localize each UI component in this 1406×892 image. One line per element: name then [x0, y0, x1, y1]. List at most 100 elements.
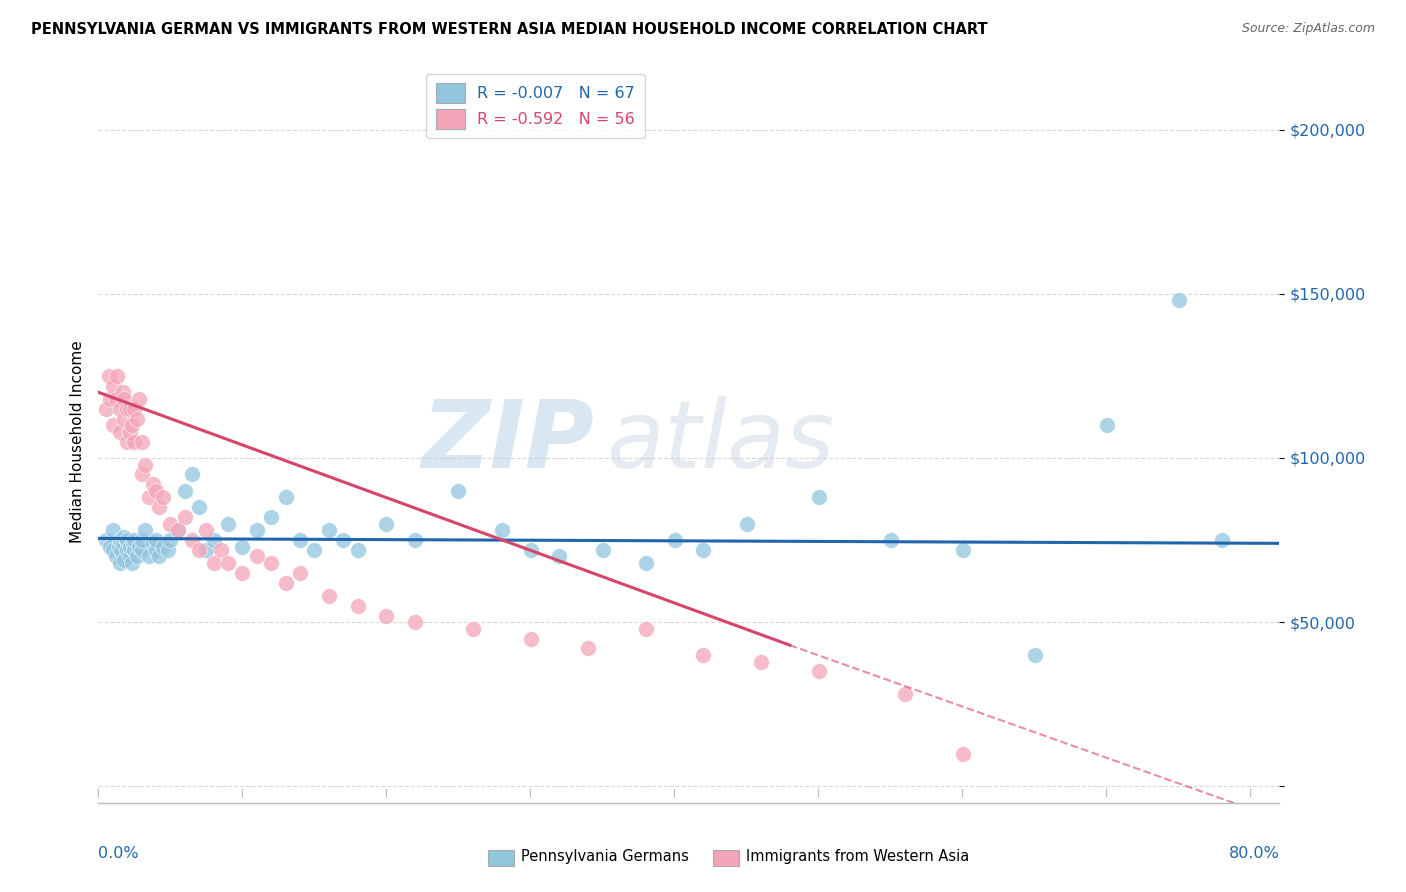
- Point: [202, 556, 225, 570]
- Point: [188, 500, 211, 515]
- Point: [108, 533, 131, 547]
- Point: [807, 491, 830, 505]
- Point: [145, 533, 167, 547]
- Point: [491, 523, 513, 537]
- Point: [318, 523, 340, 537]
- Point: [188, 542, 211, 557]
- Point: [159, 516, 181, 531]
- Point: [288, 566, 311, 580]
- Point: [111, 385, 134, 400]
- Point: [115, 401, 138, 416]
- Point: [159, 533, 181, 547]
- Point: [1211, 533, 1233, 547]
- Point: [692, 648, 714, 662]
- Y-axis label: Median Household Income: Median Household Income: [69, 340, 84, 543]
- Point: [98, 392, 121, 406]
- Point: [952, 747, 974, 761]
- Point: [148, 500, 170, 515]
- Point: [152, 540, 174, 554]
- Point: [131, 434, 153, 449]
- Point: [692, 542, 714, 557]
- Point: [127, 549, 149, 564]
- Point: [332, 533, 354, 547]
- Point: [127, 411, 149, 425]
- Point: [115, 533, 138, 547]
- Point: [142, 477, 165, 491]
- Point: [346, 599, 368, 613]
- Point: [576, 641, 599, 656]
- Point: [111, 536, 134, 550]
- Point: [134, 523, 156, 537]
- Point: [152, 491, 174, 505]
- Point: [195, 523, 218, 537]
- Point: [735, 516, 758, 531]
- Text: 0.0%: 0.0%: [98, 847, 139, 861]
- Point: [260, 556, 283, 570]
- Point: [664, 533, 686, 547]
- Point: [120, 540, 142, 554]
- Point: [519, 542, 541, 557]
- Point: [104, 392, 127, 406]
- Point: [112, 392, 135, 406]
- Point: [217, 556, 239, 570]
- Point: [246, 549, 269, 564]
- Point: [274, 491, 297, 505]
- Point: [274, 575, 297, 590]
- Legend: R = -0.007   N = 67, R = -0.592   N = 56: R = -0.007 N = 67, R = -0.592 N = 56: [426, 74, 644, 138]
- Point: [122, 536, 145, 550]
- Point: [108, 401, 131, 416]
- Point: [134, 458, 156, 472]
- Point: [138, 549, 160, 564]
- Point: [120, 549, 142, 564]
- Point: [166, 523, 188, 537]
- Point: [120, 401, 142, 416]
- Point: [145, 542, 167, 557]
- Point: [108, 556, 131, 570]
- Point: [318, 589, 340, 603]
- Point: [592, 542, 614, 557]
- Point: [807, 665, 830, 679]
- Point: [138, 491, 160, 505]
- Point: [112, 411, 135, 425]
- Point: [124, 533, 146, 547]
- Point: [142, 536, 165, 550]
- Text: atlas: atlas: [606, 396, 835, 487]
- Point: [101, 378, 124, 392]
- Point: [548, 549, 571, 564]
- Point: [952, 542, 974, 557]
- Point: [131, 467, 153, 482]
- Point: [749, 655, 772, 669]
- Point: [375, 608, 398, 623]
- Point: [173, 483, 195, 498]
- Point: [101, 418, 124, 433]
- Text: 80.0%: 80.0%: [1229, 847, 1279, 861]
- Point: [148, 549, 170, 564]
- Point: [461, 622, 484, 636]
- Point: [121, 556, 143, 570]
- Point: [128, 540, 150, 554]
- Point: [120, 425, 142, 439]
- Point: [98, 540, 121, 554]
- Point: [166, 523, 188, 537]
- Point: [375, 516, 398, 531]
- Point: [304, 542, 326, 557]
- Point: [634, 622, 657, 636]
- Point: [101, 523, 124, 537]
- Point: [209, 542, 232, 557]
- Point: [231, 540, 253, 554]
- Text: Source: ZipAtlas.com: Source: ZipAtlas.com: [1241, 22, 1375, 36]
- Point: [94, 401, 117, 416]
- Point: [115, 542, 138, 557]
- Point: [121, 418, 143, 433]
- Point: [145, 483, 167, 498]
- Point: [195, 542, 218, 557]
- Point: [404, 615, 426, 630]
- Point: [260, 510, 283, 524]
- Point: [131, 542, 153, 557]
- Point: [94, 533, 117, 547]
- Point: [231, 566, 253, 580]
- Text: Pennsylvania Germans: Pennsylvania Germans: [522, 849, 689, 864]
- Point: [115, 434, 138, 449]
- Point: [202, 533, 225, 547]
- Point: [124, 401, 146, 416]
